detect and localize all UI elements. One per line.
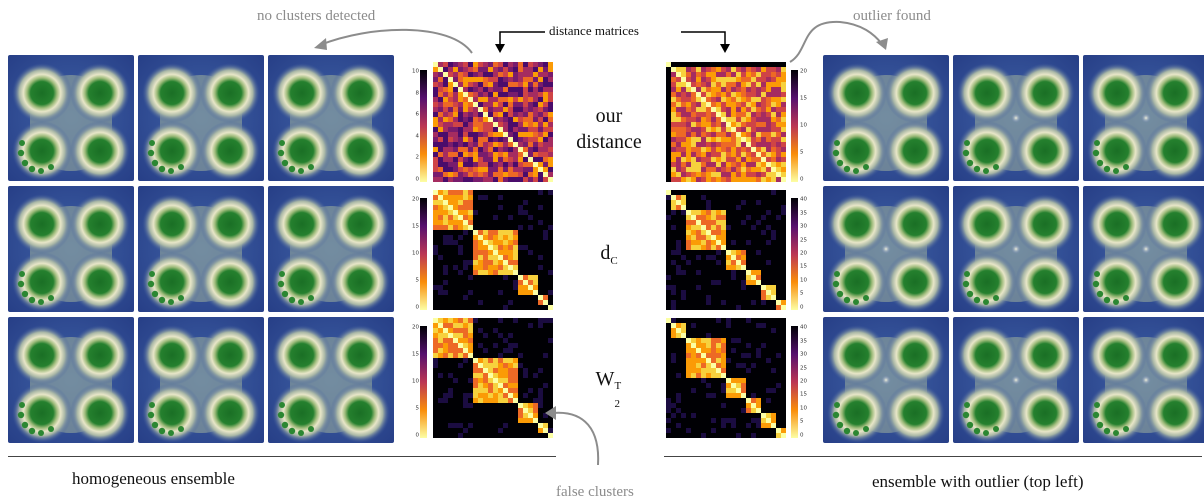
- colorbar-tick-label: 10: [412, 68, 419, 75]
- colorbar-ticks: 0 5 10 15 20 25 30 35 40: [800, 324, 810, 438]
- colorbar-tick-label: 0: [415, 432, 420, 438]
- annotation-no-clusters: no clusters detected: [257, 8, 376, 24]
- colorbar: [420, 198, 427, 310]
- ensemble-panel-with-dot: [1083, 317, 1204, 443]
- colorbar-tick-label: 30: [800, 351, 807, 358]
- arrow-outlier-found: [789, 20, 883, 63]
- colorbar-tick-label: 15: [800, 391, 807, 398]
- annotation-false-clusters: false clusters: [556, 484, 634, 500]
- ensemble-panel-with-dot: [953, 186, 1079, 312]
- colorbar-tick-label: 35: [800, 209, 807, 216]
- ensemble-panel-with-dot: [1083, 55, 1204, 181]
- colorbar-ticks: 0 5 10 15 20: [411, 196, 420, 310]
- ensemble-panel-with-dot: [823, 317, 949, 443]
- colorbar: [420, 70, 427, 182]
- colorbar-tick-label: 6: [415, 111, 420, 118]
- heatmap-right-dc: [666, 190, 786, 310]
- colorbar-tick-label: 10: [800, 405, 807, 412]
- colorbar-tick-label: 8: [415, 89, 420, 96]
- arrow-to-right-matrices: [681, 31, 726, 47]
- heatmap-left-dc: [433, 190, 553, 310]
- arrow-to-left-matrices: [499, 31, 545, 47]
- divider-left: [8, 456, 556, 457]
- colorbar-tick-label: 2: [415, 154, 420, 161]
- colorbar-tick-label: 10: [412, 378, 419, 385]
- caption-homogeneous: homogeneous ensemble: [72, 469, 235, 488]
- colorbar-tick-label: 20: [800, 68, 807, 75]
- colorbar-tick-label: 0: [800, 432, 804, 438]
- colorbar-tick-label: 15: [412, 351, 419, 358]
- colorbar-tick-label: 20: [412, 324, 419, 331]
- row-label-our-distance: our distance: [576, 105, 642, 153]
- colorbar-tick-label: 5: [415, 405, 420, 412]
- heatmap-left-w2: [433, 318, 553, 438]
- colorbar-tick-label: 0: [415, 176, 420, 182]
- row-label-dc: dC: [600, 242, 618, 267]
- colorbar-tick-label: 40: [800, 196, 807, 203]
- colorbar-tick-label: 10: [412, 250, 419, 257]
- colorbar-tick-label: 10: [800, 277, 807, 284]
- arrow-false-clusters: [551, 411, 600, 466]
- colorbar-tick-label: 20: [800, 378, 807, 385]
- colorbar-tick-label: 0: [800, 176, 804, 182]
- ensemble-panel-with-dot: [953, 55, 1079, 181]
- colorbar: [791, 70, 798, 182]
- colorbar-tick-label: 15: [800, 263, 807, 270]
- colorbar-ticks: 0 2 4 6 8 10: [411, 68, 420, 182]
- ensemble-panel-with-dot: [823, 186, 949, 312]
- ensemble-panel-with-dot: [1083, 186, 1204, 312]
- colorbar-tick-label: 15: [800, 95, 807, 102]
- colorbar-tick-label: 0: [800, 304, 804, 310]
- divider-right: [664, 456, 1202, 457]
- colorbar-tick-label: 5: [800, 418, 804, 425]
- colorbar-tick-label: 35: [800, 337, 807, 344]
- colorbar-tick-label: 20: [412, 196, 419, 203]
- colorbar-tick-label: 15: [412, 223, 419, 230]
- colorbar-tick-label: 10: [800, 122, 807, 129]
- colorbar-tick-label: 25: [800, 364, 807, 371]
- colorbar: [791, 326, 798, 438]
- colorbar-ticks: 0 5 10 15 20: [411, 324, 420, 438]
- colorbar-tick-label: 5: [415, 277, 420, 284]
- colorbar: [420, 326, 427, 438]
- colorbar-tick-label: 40: [800, 324, 807, 331]
- colorbar-ticks: 0 5 10 15 20: [800, 68, 810, 182]
- colorbar-tick-label: 25: [800, 236, 807, 243]
- caption-outlier: ensemble with outlier (top left): [872, 472, 1084, 491]
- colorbar: [791, 198, 798, 310]
- colorbar-ticks: 0 5 10 15 20 25 30 35 40: [800, 196, 810, 310]
- colorbar-tick-label: 30: [800, 223, 807, 230]
- arrow-no-clusters: [319, 28, 473, 54]
- heatmap-right-our-distance: [666, 62, 786, 182]
- colorbar-tick-label: 0: [415, 304, 420, 310]
- annotation-distance-matrices: distance matrices: [549, 23, 639, 38]
- ensemble-panel-with-dot: [953, 317, 1079, 443]
- colorbar-tick-label: 5: [800, 149, 804, 156]
- heatmap-right-w2: [666, 318, 786, 438]
- colorbar-tick-label: 5: [800, 290, 804, 297]
- colorbar-tick-label: 20: [800, 250, 807, 257]
- annotation-outlier-found: outlier found: [853, 8, 931, 24]
- colorbar-tick-label: 4: [415, 133, 420, 139]
- heatmap-left-our-distance: [433, 62, 553, 182]
